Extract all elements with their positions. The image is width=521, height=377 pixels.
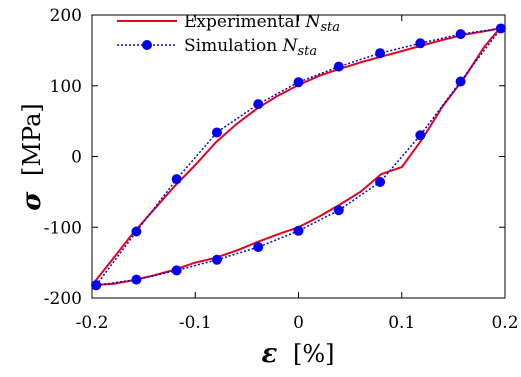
y-tick-label: 200 bbox=[50, 6, 82, 26]
simulation-point bbox=[253, 99, 264, 110]
legend-label-experimental-main: Experimental bbox=[184, 12, 305, 32]
simulation-point bbox=[415, 130, 426, 141]
series-line-simulation bbox=[95, 27, 502, 287]
legend-label-experimental-symbol: N bbox=[304, 12, 321, 32]
series-layer bbox=[91, 23, 506, 291]
simulation-point bbox=[131, 274, 142, 285]
simulation-point bbox=[455, 76, 466, 87]
y-axis-label: σ [MPa] bbox=[17, 103, 47, 211]
y-tick-label: -100 bbox=[44, 218, 82, 238]
legend-label-simulation-sub: sta bbox=[297, 44, 317, 59]
simulation-point bbox=[253, 242, 264, 253]
x-tick-label: 0.2 bbox=[491, 313, 518, 333]
legend-label-experimental-sub: sta bbox=[320, 20, 340, 35]
x-tick-label: 0 bbox=[293, 313, 304, 333]
simulation-point bbox=[375, 176, 386, 187]
y-axis-unit: [MPa] bbox=[18, 103, 46, 176]
y-tick-label: -200 bbox=[44, 289, 82, 309]
simulation-point bbox=[293, 77, 304, 88]
x-tick-label: -0.2 bbox=[76, 313, 109, 333]
x-axis-symbol: ε bbox=[262, 339, 278, 369]
y-tick-label: 0 bbox=[71, 148, 82, 168]
simulation-point bbox=[91, 280, 102, 291]
y-axis-symbol: σ bbox=[17, 191, 47, 211]
simulation-point bbox=[171, 174, 182, 185]
legend-label-experimental: Experimental Nsta bbox=[184, 12, 340, 35]
y-tick-label: 100 bbox=[50, 77, 82, 97]
series-line-experimental bbox=[91, 27, 501, 287]
simulation-point bbox=[455, 29, 466, 40]
simulation-point bbox=[375, 48, 386, 59]
simulation-point bbox=[333, 205, 344, 216]
x-tick-label: -0.1 bbox=[179, 313, 212, 333]
x-tick-label: 0.1 bbox=[388, 313, 415, 333]
simulation-point bbox=[415, 38, 426, 49]
simulation-point bbox=[293, 225, 304, 236]
legend-label-simulation-main: Simulation bbox=[184, 36, 283, 56]
x-axis-unit: [%] bbox=[293, 340, 335, 368]
legend-label-simulation-symbol: N bbox=[282, 36, 299, 56]
simulation-point bbox=[211, 127, 222, 138]
simulation-point bbox=[333, 61, 344, 72]
legend-label-simulation: Simulation Nsta bbox=[184, 36, 317, 59]
x-axis-label: ε [%] bbox=[262, 339, 335, 369]
axis-ticks: -0.2 -0.1 0 0.1 0.2 -200 -100 0 100 200 bbox=[44, 6, 519, 333]
simulation-point bbox=[131, 226, 142, 237]
legend-marker-simulation bbox=[142, 40, 152, 50]
simulation-point bbox=[495, 23, 506, 34]
simulation-point bbox=[171, 265, 182, 276]
legend: Experimental Nsta Simulation Nsta bbox=[117, 12, 340, 59]
simulation-point bbox=[211, 254, 222, 265]
